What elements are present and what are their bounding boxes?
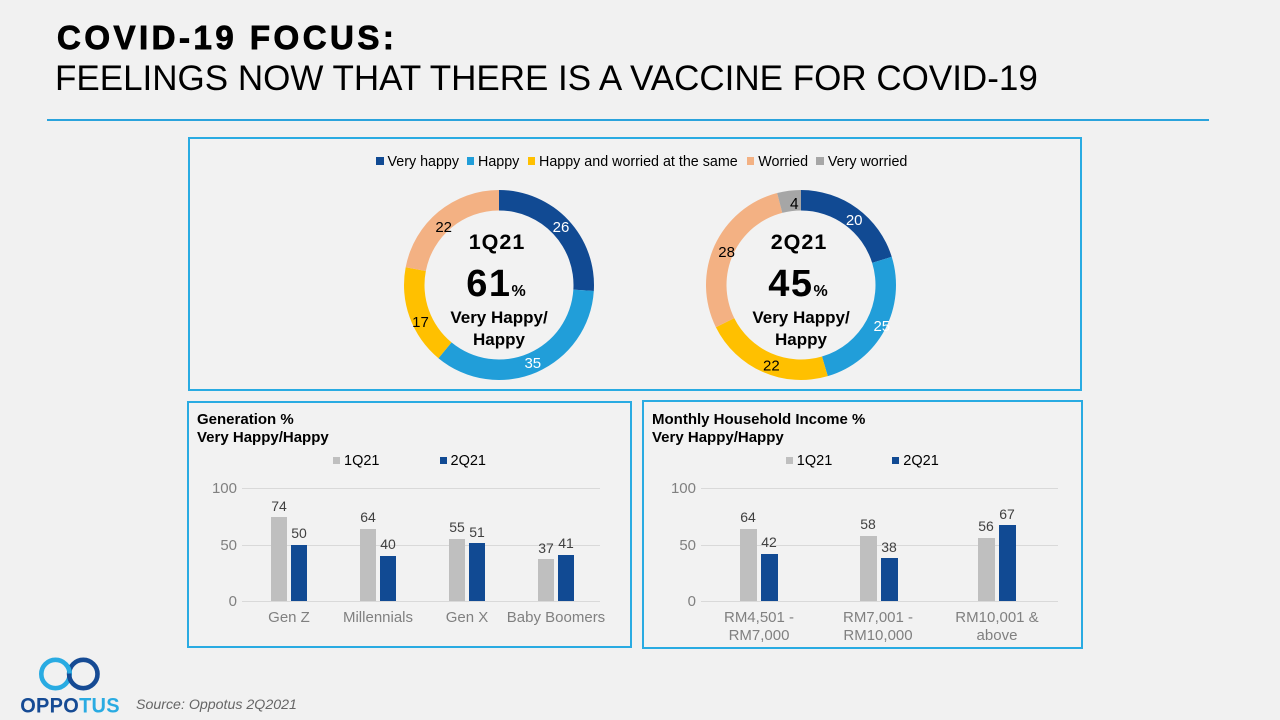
svg-text:22: 22 <box>763 358 780 375</box>
svg-text:20: 20 <box>846 212 863 229</box>
svg-text:25: 25 <box>873 318 890 335</box>
svg-text:26: 26 <box>553 219 570 236</box>
svg-text:22: 22 <box>435 219 452 236</box>
svg-text:17: 17 <box>412 314 429 331</box>
svg-text:4: 4 <box>790 196 799 213</box>
svg-text:OPPOTUS: OPPOTUS <box>20 694 120 718</box>
svg-text:28: 28 <box>718 244 735 261</box>
svg-text:35: 35 <box>524 355 541 372</box>
